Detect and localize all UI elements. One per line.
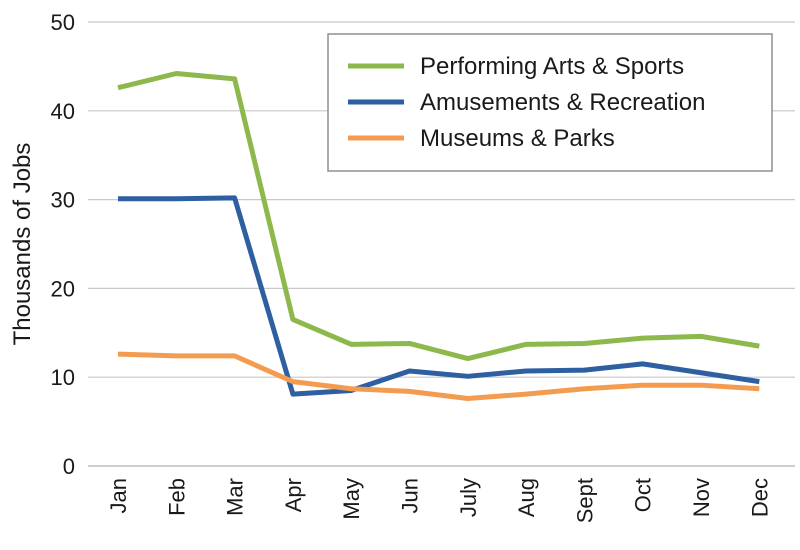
x-tick-label: Aug (514, 478, 539, 517)
x-tick-label: May (339, 478, 364, 520)
y-tick-label: 40 (51, 99, 75, 124)
y-tick-label: 10 (51, 365, 75, 390)
x-tick-label: July (456, 478, 481, 517)
x-tick-label: Apr (281, 478, 306, 512)
legend: Performing Arts & Sports Amusements & Rec… (327, 33, 773, 172)
y-tick-label: 20 (51, 276, 75, 301)
legend-label: Museums & Parks (420, 125, 615, 152)
series-line (117, 71, 760, 362)
x-tick-label: Sept (572, 478, 597, 523)
x-tick-labels: Jan Feb Mar Apr May Jun July Aug Sept Oct Nov Dec (106, 478, 772, 523)
series-line (118, 195, 760, 397)
y-tick-label: 50 (51, 10, 75, 35)
x-tick-label: Nov (689, 478, 714, 517)
y-axis-title: Thousands of Jobs (9, 143, 36, 346)
legend-label: Performing Arts & Sports (420, 53, 684, 80)
x-tick-label: Feb (164, 478, 189, 516)
series-lines (117, 71, 760, 402)
x-tick-label: Mar (223, 478, 248, 516)
series-line (117, 351, 760, 402)
y-tick-labels: 0 10 20 30 40 50 (51, 10, 75, 479)
x-tick-label: Jan (106, 478, 131, 513)
x-tick-label: Dec (747, 478, 772, 517)
y-tick-label: 0 (63, 454, 75, 479)
legend-label: Amusements & Recreation (420, 89, 705, 116)
x-tick-label: Jun (398, 478, 423, 513)
x-tick-label: Oct (631, 478, 656, 512)
y-tick-label: 30 (51, 188, 75, 213)
